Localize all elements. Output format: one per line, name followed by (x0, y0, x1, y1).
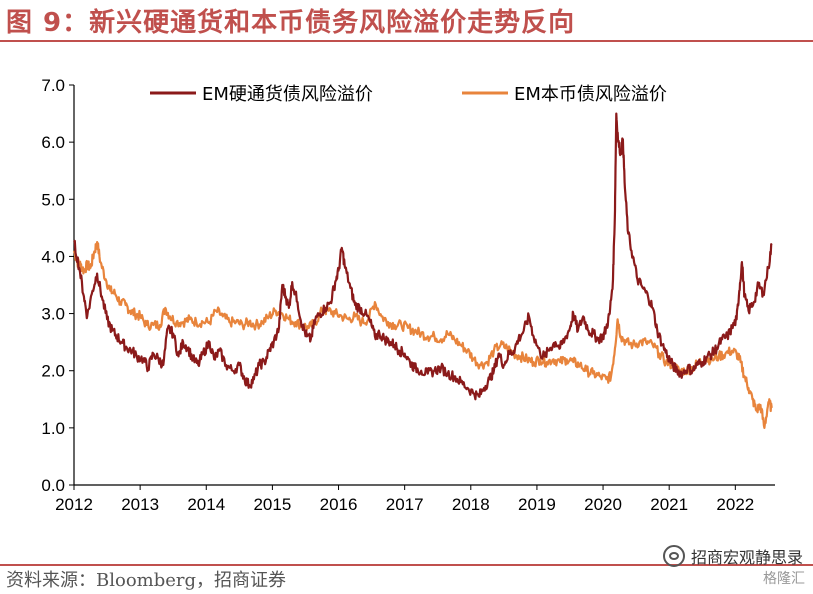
source-note: 资料来源：Bloomberg，招商证券 (6, 570, 287, 591)
x-tick-label: 2019 (518, 495, 556, 514)
x-tick-label: 2020 (584, 495, 622, 514)
chart-legend: EM硬通货债风险溢价 EM本币债风险溢价 (150, 84, 667, 105)
y-tick-label: 1.0 (41, 419, 65, 438)
y-tick-label: 3.0 (41, 305, 65, 324)
title-divider (0, 40, 813, 42)
x-tick-label: 2013 (121, 495, 159, 514)
legend-em-hard-currency-label: EM硬通货债风险溢价 (202, 84, 373, 105)
figure-title: 图 9：新兴硬通货和本币债务风险溢价走势反向 (6, 8, 576, 38)
x-tick-label: 2016 (320, 495, 358, 514)
series-line-em-local-currency (72, 241, 773, 429)
watermark-text: 招商宏观静思录 (690, 548, 803, 567)
legend-em-local-currency-label: EM本币债风险溢价 (514, 84, 667, 105)
x-tick-label: 2018 (452, 495, 490, 514)
y-tick-label: 2.0 (41, 362, 65, 381)
y-tick-label: 7.0 (41, 76, 65, 95)
chart-series (72, 112, 773, 429)
x-tick-label: 2012 (55, 495, 93, 514)
x-tick-label: 2021 (650, 495, 688, 514)
y-tick-label: 5.0 (41, 190, 65, 209)
y-tick-label: 0.0 (41, 476, 65, 495)
source-divider (0, 564, 813, 566)
y-tick-label: 6.0 (41, 133, 65, 152)
x-tick-label: 2017 (386, 495, 424, 514)
line-chart: 0.0 1.0 2.0 3.0 4.0 5.0 6.0 7.0 2012 2013 2014 2015… (41, 76, 775, 514)
site-logo: 格隆汇 (763, 571, 805, 587)
x-tick-label: 2014 (187, 495, 225, 514)
watermark: 招商宏观静思录 (662, 544, 803, 568)
y-tick-label: 4.0 (41, 247, 65, 266)
x-tick-label: 2015 (253, 495, 291, 514)
wechat-icon (662, 545, 685, 567)
chart-axes: 0.0 1.0 2.0 3.0 4.0 5.0 6.0 7.0 2012 2013 2014 2015… (41, 76, 775, 514)
x-tick-label: 2022 (716, 495, 754, 514)
series-line-em-hard-currency (73, 112, 773, 401)
